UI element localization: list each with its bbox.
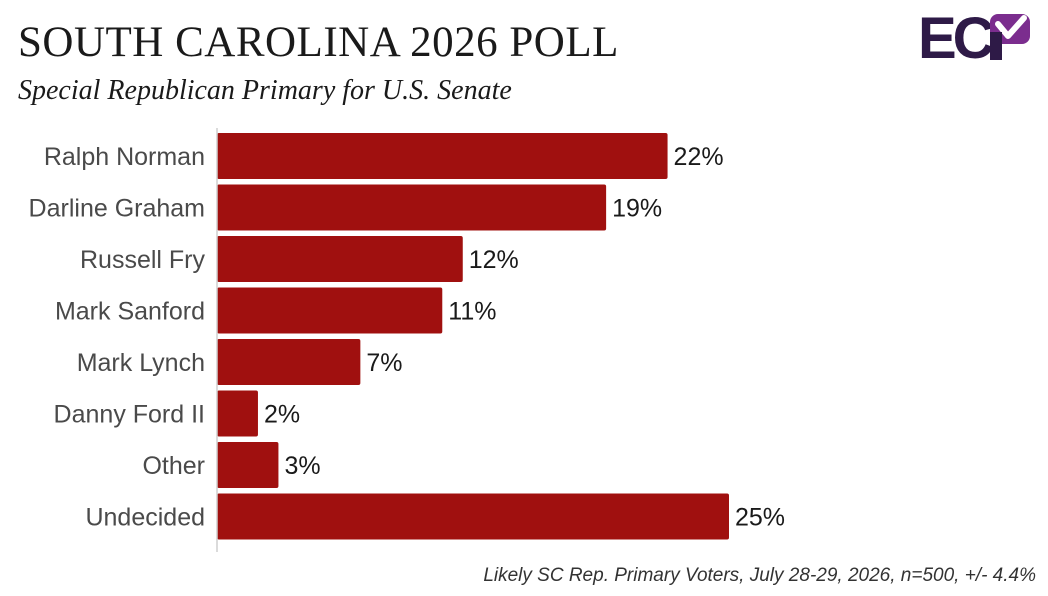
ecp-logo: EC — [918, 8, 1030, 64]
bar — [217, 133, 668, 179]
data-label: 12% — [469, 246, 519, 274]
data-label: 22% — [674, 143, 724, 171]
bar — [217, 184, 607, 231]
bar — [217, 287, 443, 334]
data-label: 7% — [366, 349, 402, 377]
category-label: Ralph Norman — [44, 143, 205, 171]
category-label: Russell Fry — [80, 246, 206, 274]
bar — [217, 493, 729, 540]
category-label: Danny Ford II — [54, 401, 205, 429]
bar — [217, 390, 258, 437]
footnote: Likely SC Rep. Primary Voters, July 28-2… — [483, 565, 1036, 586]
category-label: Undecided — [85, 504, 205, 532]
category-label: Mark Sanford — [55, 298, 205, 326]
data-label: 19% — [612, 195, 662, 223]
category-label: Mark Lynch — [77, 349, 205, 377]
bar — [217, 442, 279, 488]
category-label: Darline Graham — [29, 195, 205, 223]
check-icon — [990, 14, 1030, 60]
data-label: 3% — [284, 452, 320, 480]
bar — [217, 339, 361, 385]
bar-chart: Ralph Norman Darline Graham Russell Fry Mar… — [29, 128, 785, 552]
chart-subtitle: Special Republican Primary for U.S. Sena… — [18, 75, 512, 106]
data-label: 25% — [735, 504, 785, 532]
category-label: Other — [142, 452, 205, 480]
svg-text:EC: EC — [918, 8, 994, 64]
data-label: 2% — [264, 401, 300, 429]
bar — [217, 236, 463, 282]
data-label: 11% — [448, 298, 496, 326]
chart-title: SOUTH CAROLINA 2026 POLL — [18, 19, 619, 66]
